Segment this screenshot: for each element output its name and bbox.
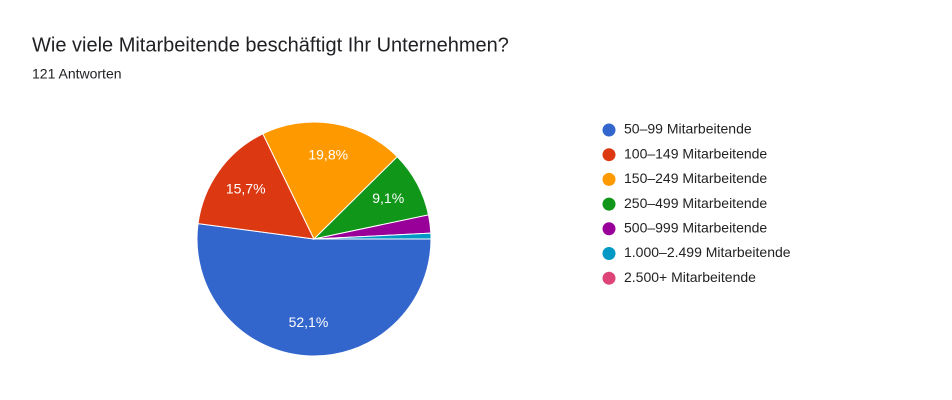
legend-marker (602, 123, 616, 137)
legend-label: 150–249 Mitarbeitende (624, 170, 767, 186)
slice-label: 9,1% (372, 190, 404, 206)
pie-slice (196, 223, 432, 357)
legend-label: 250–499 Mitarbeitende (624, 195, 767, 211)
legend-marker (602, 197, 616, 211)
legend-label: 100–149 Mitarbeitende (624, 145, 767, 161)
legend-label: 1.000–2.499 Mitarbeitende (624, 244, 791, 260)
legend-marker (602, 172, 616, 186)
pie-slice (197, 133, 315, 240)
chart-subtitle: 121 Antworten (32, 66, 122, 82)
legend-marker (602, 222, 616, 236)
chart-title: Wie viele Mitarbeitende beschäftigt Ihr … (32, 34, 509, 56)
legend-label: 500–999 Mitarbeitende (624, 220, 767, 236)
legend-label: 2.500+ Mitarbeitende (624, 269, 756, 285)
slice-label: 15,7% (226, 180, 266, 196)
legend-label: 50–99 Mitarbeitende (624, 121, 752, 137)
pie-slice (313, 232, 432, 240)
legend-marker (602, 271, 616, 285)
legend-marker (602, 148, 616, 162)
slice-label: 52,1% (289, 314, 329, 330)
pie-slice (262, 121, 398, 240)
slice-label: 19,8% (308, 147, 348, 163)
legend-marker (602, 247, 616, 260)
